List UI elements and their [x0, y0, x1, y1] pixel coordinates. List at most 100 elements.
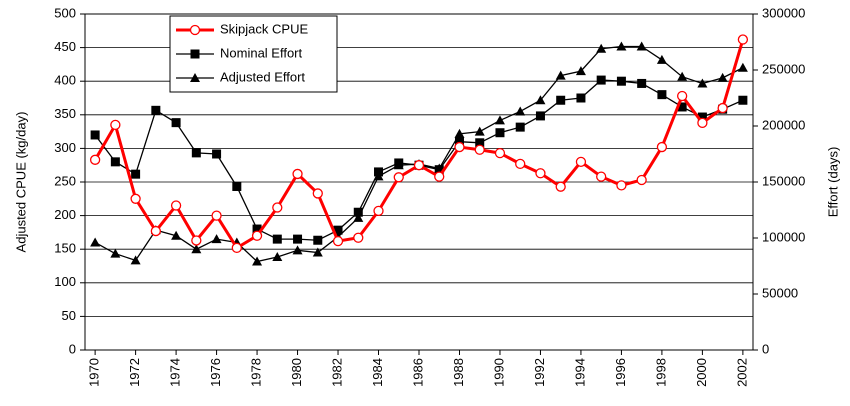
x-tick-label: 1980	[289, 358, 304, 387]
data-point	[495, 128, 505, 138]
data-point	[717, 72, 728, 82]
y2-tick-label: 150000	[762, 173, 805, 188]
x-tick-label: 1986	[410, 358, 425, 387]
y2-tick-label: 200000	[762, 117, 805, 132]
data-point	[232, 181, 242, 191]
legend-marker	[190, 49, 200, 59]
data-point	[616, 76, 626, 86]
data-point	[292, 168, 303, 180]
x-tick-label: 1976	[208, 358, 223, 387]
y-tick-label: 200	[54, 207, 76, 222]
data-point	[575, 156, 587, 167]
y2-tick-label: 50000	[762, 285, 798, 300]
legend-label: Skipjack CPUE	[220, 21, 308, 36]
data-point	[272, 202, 283, 213]
data-point	[454, 128, 465, 138]
data-point	[515, 106, 526, 116]
data-point	[596, 43, 607, 53]
data-point	[131, 169, 141, 179]
data-point	[150, 225, 161, 237]
data-point	[636, 41, 647, 51]
data-point	[212, 149, 222, 159]
data-point	[373, 205, 384, 217]
x-tick-label: 2000	[694, 358, 709, 387]
legend-label: Adjusted Effort	[220, 69, 305, 84]
data-point	[515, 122, 525, 132]
data-point	[90, 130, 100, 140]
data-point	[170, 200, 182, 211]
y-tick-label: 350	[54, 106, 76, 121]
data-point	[656, 54, 667, 64]
data-point	[272, 234, 282, 244]
data-point	[353, 232, 364, 243]
data-point	[657, 90, 667, 100]
data-point	[717, 102, 728, 114]
x-tick-label: 1994	[572, 358, 587, 387]
y-tick-label: 50	[62, 308, 76, 323]
x-tick-label: 1990	[491, 358, 506, 387]
data-point	[575, 66, 586, 76]
data-point	[110, 119, 121, 131]
y-tick-label: 500	[54, 5, 76, 20]
x-tick-label: 1996	[613, 358, 628, 387]
data-point	[130, 255, 141, 265]
y2-axis-label: Effort (days)	[825, 147, 840, 218]
x-tick-label: 1998	[653, 358, 668, 387]
data-point	[697, 78, 708, 88]
data-point	[191, 148, 201, 158]
data-point	[556, 95, 566, 105]
data-point	[171, 118, 181, 128]
data-point	[475, 138, 485, 148]
data-point	[130, 193, 141, 204]
y2-tick-label: 0	[762, 341, 769, 356]
x-tick-label: 2002	[734, 358, 749, 387]
data-point	[394, 158, 404, 168]
data-point	[89, 154, 101, 165]
data-point	[677, 90, 688, 102]
data-point	[636, 174, 647, 186]
legend-marker	[190, 73, 200, 82]
data-point	[454, 137, 464, 147]
data-point	[616, 41, 627, 51]
x-tick-label: 1972	[127, 358, 142, 387]
data-point	[292, 245, 303, 255]
data-point	[211, 210, 222, 221]
data-point	[697, 112, 707, 122]
x-tick-label: 1988	[451, 358, 466, 387]
data-point	[637, 78, 647, 88]
data-point	[677, 102, 687, 112]
data-point	[555, 70, 566, 80]
y-tick-label: 0	[69, 341, 76, 356]
data-point	[535, 95, 546, 105]
data-point	[393, 172, 404, 183]
data-point	[110, 157, 120, 167]
data-point	[110, 248, 121, 258]
data-point	[293, 234, 303, 244]
data-point	[596, 171, 607, 182]
data-point	[677, 71, 688, 81]
data-point	[211, 234, 222, 244]
y-axis-label: Adjusted CPUE (kg/day)	[13, 112, 28, 253]
y-tick-label: 300	[54, 140, 76, 155]
y-tick-label: 150	[54, 241, 76, 256]
data-point	[737, 34, 749, 45]
legend-marker	[189, 24, 201, 36]
data-point	[474, 144, 485, 155]
y-tick-label: 450	[54, 39, 76, 54]
data-point	[333, 225, 343, 235]
data-point	[535, 168, 546, 179]
data-point	[272, 252, 283, 262]
data-point	[576, 93, 586, 103]
x-tick-label: 1978	[248, 358, 263, 387]
x-tick-label: 1984	[370, 358, 385, 387]
data-point	[90, 237, 101, 247]
data-point	[434, 165, 444, 175]
data-point	[434, 171, 445, 182]
x-tick-label: 1974	[168, 358, 183, 387]
x-tick-label: 1982	[329, 358, 344, 387]
data-point	[353, 212, 364, 222]
data-point	[474, 126, 485, 136]
y-tick-label: 250	[54, 173, 76, 188]
data-point	[515, 158, 526, 170]
data-point	[231, 242, 242, 254]
